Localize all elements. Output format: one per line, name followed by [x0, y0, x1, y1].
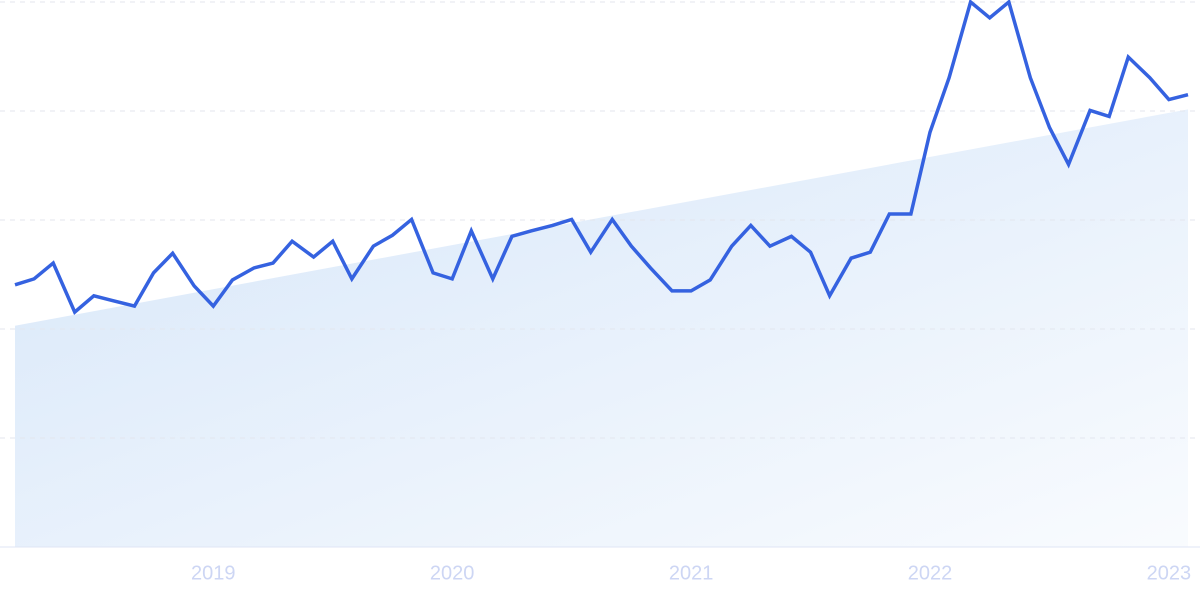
trend-area [15, 109, 1188, 548]
x-tick-label: 2020 [430, 562, 475, 584]
x-tick-label: 2019 [191, 562, 236, 584]
line [14, 0, 1189, 315]
x-tick-label: 2023 [1147, 562, 1192, 584]
x-tick-label: 2021 [669, 562, 714, 584]
x-tick-label: 2022 [908, 562, 953, 584]
